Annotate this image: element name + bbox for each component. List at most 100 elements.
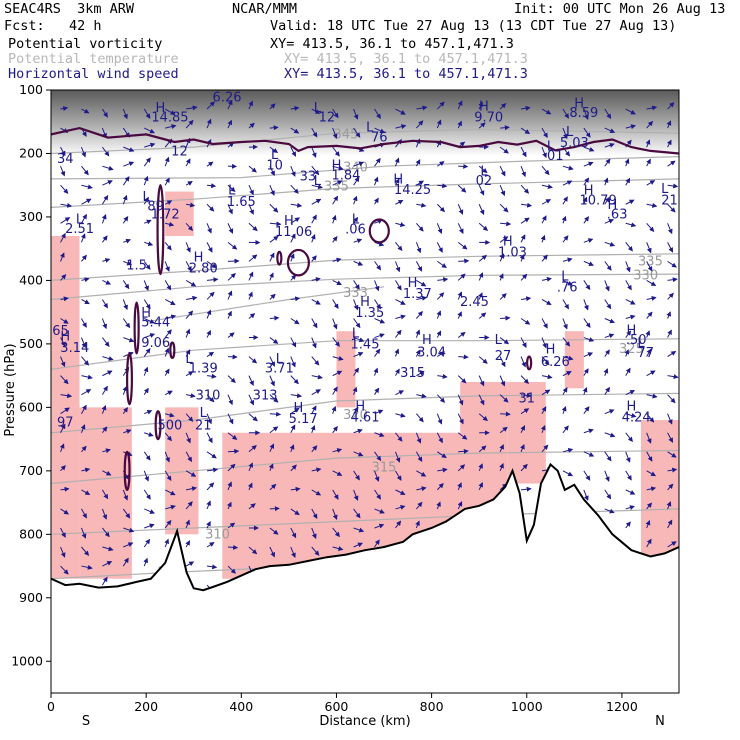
- wind-vector-376: [373, 176, 379, 186]
- wind-vector-293: [290, 424, 296, 433]
- wind-vector-432: [415, 349, 421, 357]
- wind-vector-406: [395, 299, 406, 305]
- wind-vector-285: [290, 274, 297, 281]
- wind-vector-256: [269, 203, 279, 213]
- wind-vector-114: [143, 348, 151, 357]
- wind-vector-332: [332, 257, 342, 263]
- wind-vector-146: [164, 489, 176, 496]
- model-title: SEAC4RS 3km ARW: [4, 1, 135, 17]
- wind-vector-22: [60, 527, 66, 538]
- wind-vector-649: [625, 432, 633, 443]
- wind-vector-390: [374, 451, 382, 462]
- extrema-label-2: 6.26: [213, 90, 242, 105]
- wind-vector-599: [583, 299, 589, 311]
- pv-tropopause-contour: [51, 126, 679, 155]
- wind-vector-652: [625, 489, 636, 495]
- wind-vector-272: [269, 506, 280, 512]
- wind-vector-41: [81, 404, 87, 414]
- wind-vector-514: [499, 236, 509, 243]
- field-xy-theta: XY= 413.5, 36.1 to 457.1,471.3: [284, 51, 528, 67]
- wind-vector-201: [227, 99, 233, 110]
- theta-contour-1: [51, 156, 679, 180]
- wind-vector-219: [227, 448, 240, 454]
- pv-blob-5: [286, 248, 310, 277]
- wind-vector-331: [332, 236, 338, 243]
- wind-vector-118: [144, 431, 154, 437]
- wind-vector-551: [541, 146, 547, 159]
- wind-vector-296: [290, 486, 301, 492]
- extrema-label-81: 4.61: [351, 411, 380, 426]
- wind-vector-698: [667, 467, 678, 473]
- extrema-label-87: 500: [158, 419, 183, 434]
- wind-vector-619: [604, 280, 610, 292]
- wind-vector-400: [394, 178, 400, 186]
- wind-vector-166: [185, 413, 194, 422]
- wind-vector-80: [122, 176, 130, 186]
- wind-vector-562: [541, 356, 550, 366]
- wind-vector-519: [499, 337, 510, 345]
- wind-vector-499: [478, 356, 488, 364]
- wind-vector-251: [269, 103, 276, 110]
- wind-vector-628: [604, 451, 612, 462]
- wind-vector-574: [562, 196, 568, 205]
- wind-vector-139: [164, 347, 170, 357]
- wind-vector-294: [289, 444, 295, 452]
- wind-vector-405: [395, 280, 402, 291]
- wind-vector-104: [143, 157, 151, 167]
- wind-vector-170: [186, 486, 198, 492]
- wind-vector-666: [646, 311, 653, 319]
- wind-vector-83: [123, 238, 131, 244]
- wind-vector-31: [81, 213, 87, 224]
- wind-vector-150: [186, 105, 198, 111]
- wind-vector-513: [500, 221, 512, 227]
- wind-vector-178: [206, 161, 214, 167]
- wind-vector-218: [227, 432, 238, 440]
- wind-vector-600: [583, 318, 591, 328]
- wind-vector-509: [499, 146, 509, 154]
- wind-vector-393: [374, 508, 385, 514]
- wind-vector-695: [667, 413, 673, 425]
- wind-vector-153: [185, 158, 191, 167]
- wind-vector-87: [122, 318, 131, 329]
- extrema-label-13: 12: [171, 145, 188, 160]
- wind-vector-367: [353, 470, 360, 481]
- extrema-label-34: 1.65: [227, 195, 256, 210]
- wind-vector-136: [164, 299, 176, 306]
- y-axis-label: Pressure (hPa): [3, 343, 18, 436]
- wind-vector-549: [541, 108, 552, 115]
- extrema-label-38: L: [76, 212, 84, 227]
- wind-vector-161: [185, 310, 194, 319]
- pv-blob-0: [156, 184, 165, 276]
- wind-vector-362: [353, 367, 359, 376]
- wind-vector-594: [582, 196, 588, 205]
- wind-vector-48: [81, 546, 90, 556]
- wind-vector-401: [395, 199, 404, 205]
- wind-vector-434: [416, 393, 427, 399]
- wind-vector-216: [227, 394, 233, 406]
- wind-vector-496: [478, 292, 483, 300]
- wind-vector-578: [562, 279, 573, 286]
- extrema-label-21: L: [314, 174, 322, 189]
- wind-vector-609: [583, 489, 589, 501]
- wind-vector-141: [164, 390, 173, 396]
- wind-vector-351: [353, 161, 364, 167]
- wind-vector-489: [478, 165, 488, 174]
- extrema-label-49: L: [561, 269, 569, 284]
- wind-vector-9: [60, 274, 67, 281]
- wind-vector-321: [311, 508, 318, 520]
- wind-vector-630: [604, 489, 612, 500]
- wind-vector-632: [625, 108, 636, 115]
- wind-vector-394: [374, 523, 385, 529]
- y-tick-label-2: 300: [19, 209, 43, 224]
- wind-vector-340: [331, 405, 337, 414]
- wind-vector-409: [394, 348, 400, 357]
- wind-vector-587: [562, 447, 574, 453]
- wind-vector-298: [290, 527, 297, 539]
- extrema-label-80: H: [355, 400, 365, 415]
- wind-vector-138: [164, 329, 172, 338]
- wind-vector-132: [165, 221, 175, 227]
- wind-vector-475: [457, 311, 462, 319]
- wind-vector-103: [144, 142, 156, 148]
- wind-vector-494: [478, 254, 487, 262]
- wind-vector-37: [80, 337, 87, 349]
